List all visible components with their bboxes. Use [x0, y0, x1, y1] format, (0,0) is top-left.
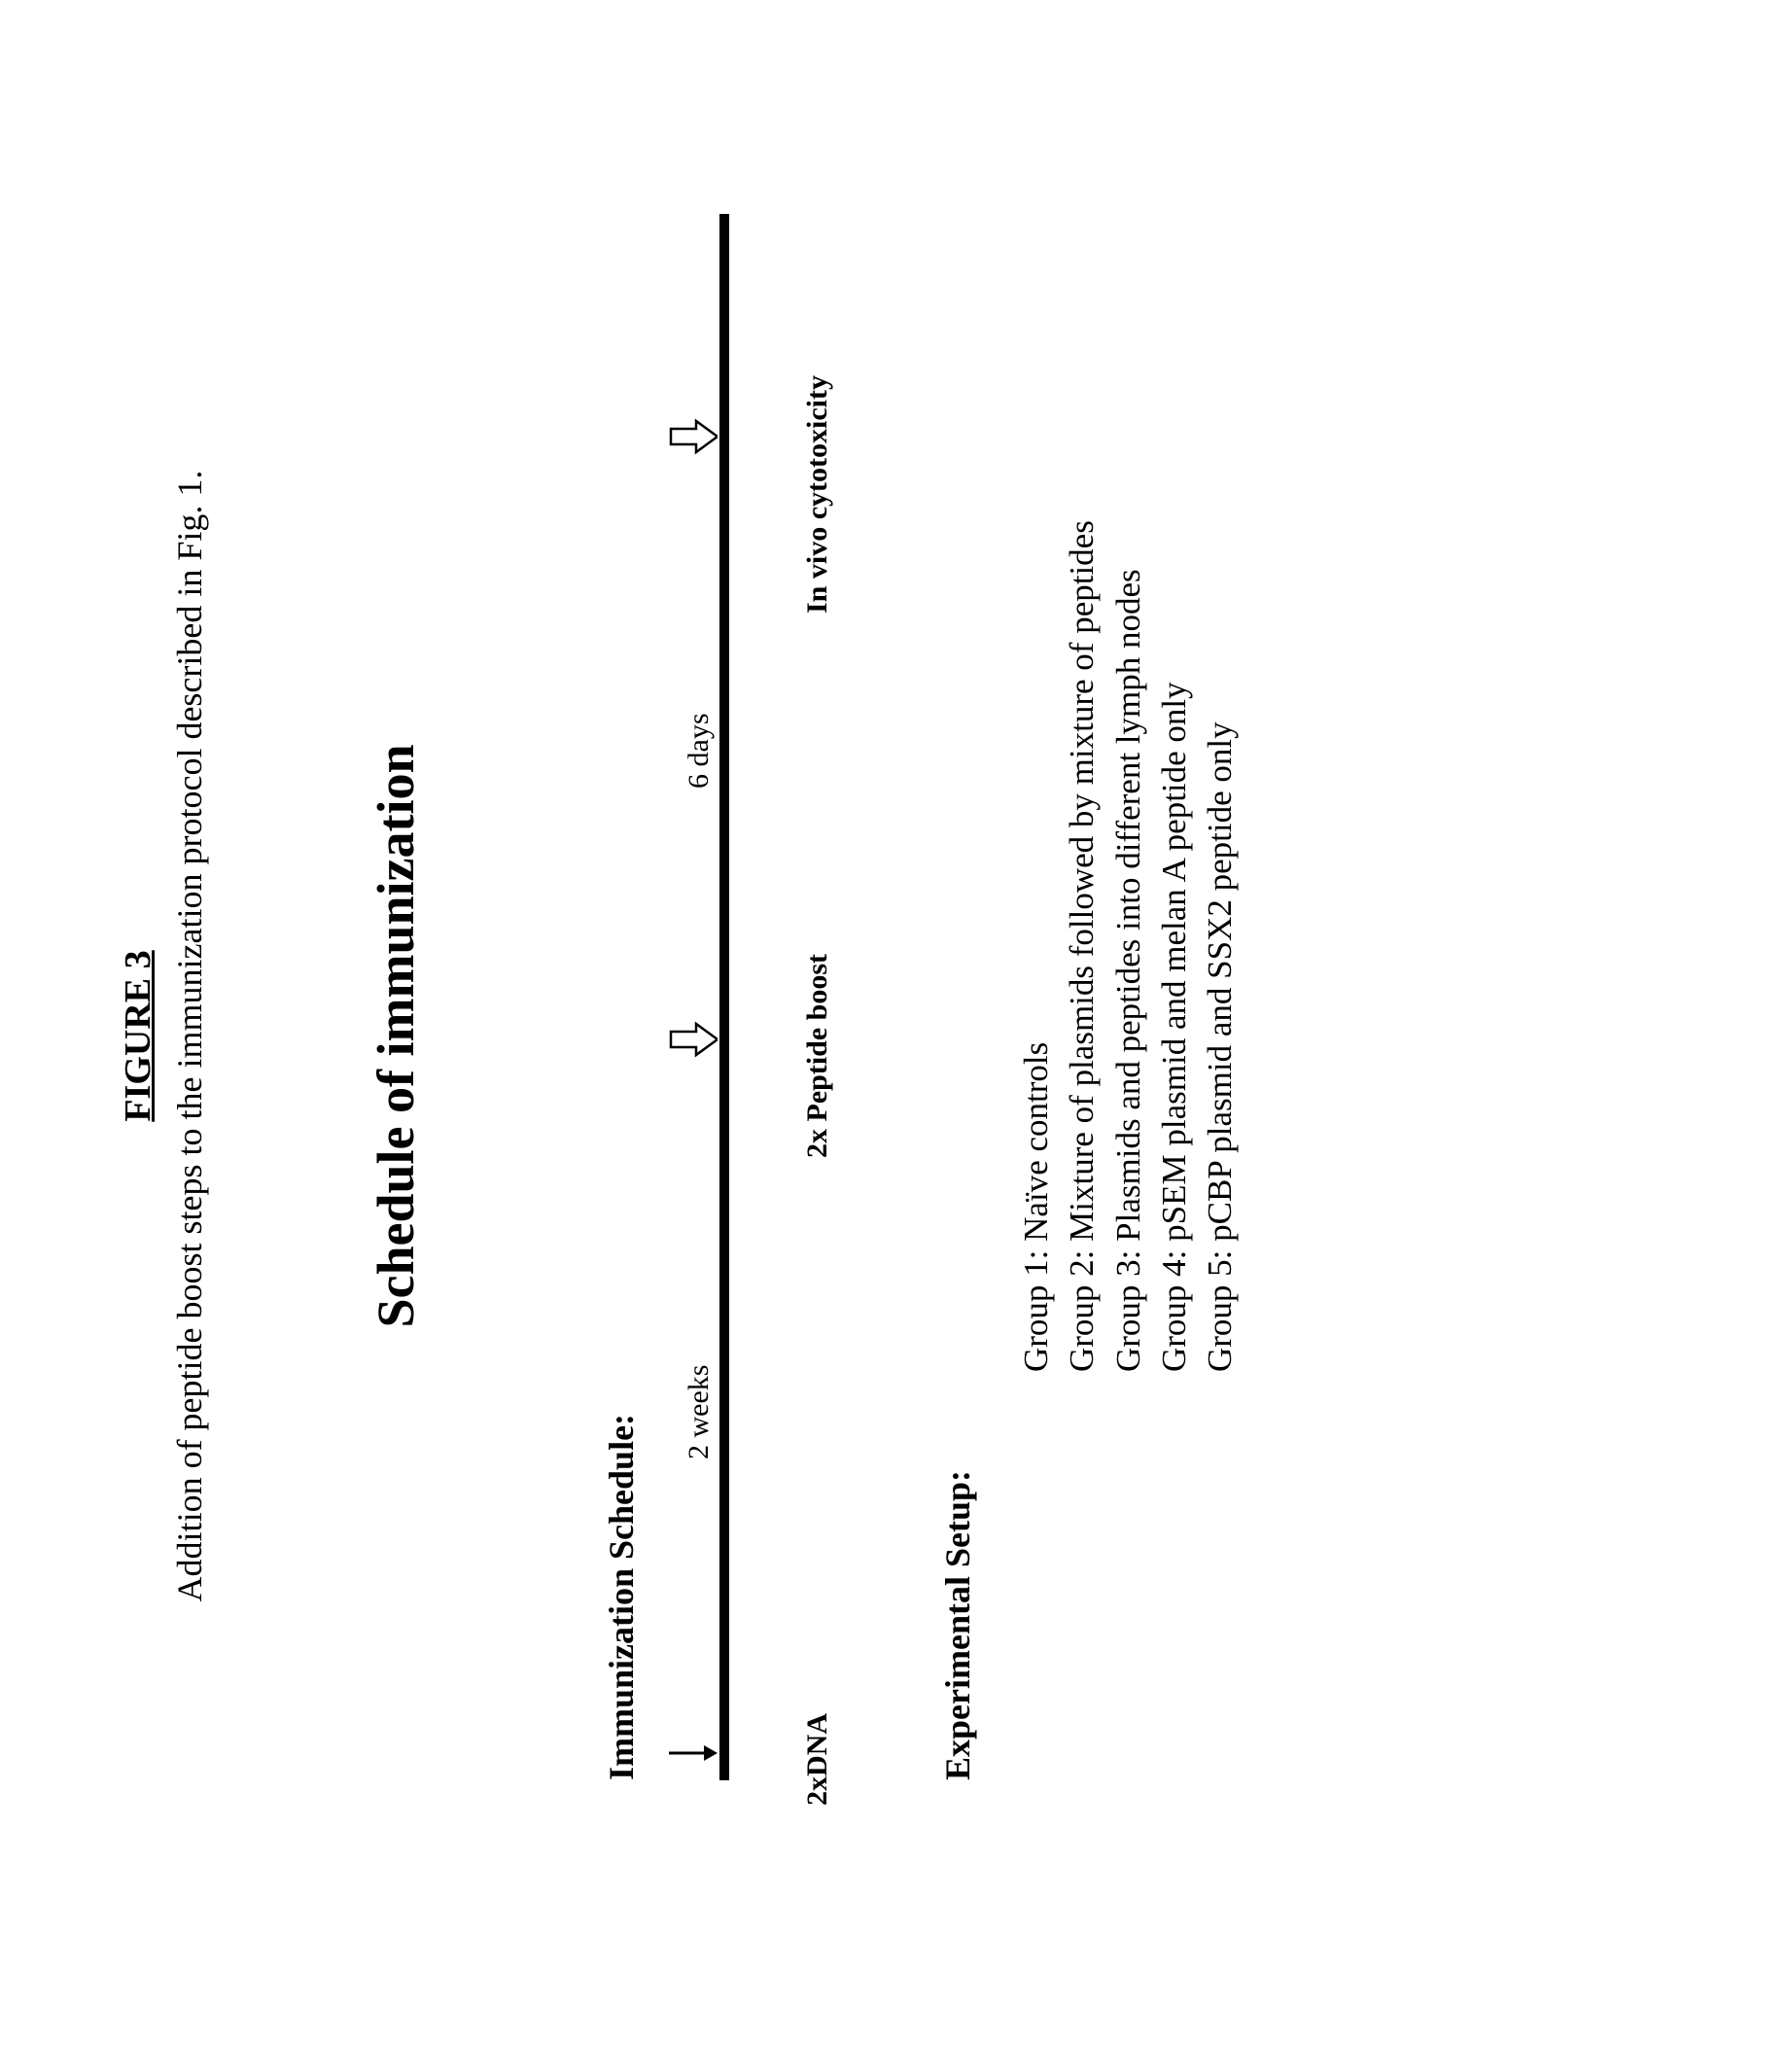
experimental-groups-list: Group 1: Naïve controls Group 2: Mixture… — [1013, 214, 1243, 1372]
rotated-page-container: FIGURE 3 Addition of peptide boost steps… — [0, 0, 1787, 2072]
group-line: Group 2: Mixture of plasmids followed by… — [1059, 214, 1104, 1372]
timeline-label-dna: 2xDNA — [801, 1713, 834, 1806]
timeline: 2 weeks 6 days — [665, 214, 782, 1780]
content-block: Immunization Schedule: 2 weeks 6 days — [601, 214, 1243, 1780]
group-line: Group 5: pCBP plasmid and SSX2 peptide o… — [1197, 214, 1243, 1372]
timeline-arrow-peptide-boost — [669, 1018, 722, 1061]
schedule-header: Immunization Schedule: — [601, 214, 642, 1780]
group-line: Group 4: pSEM plasmid and melan A peptid… — [1151, 214, 1197, 1372]
figure-label: FIGURE 3 — [117, 156, 159, 1916]
interval-label-2: 6 days — [683, 714, 716, 790]
timeline-labels-row: 2xDNA 2x Peptide boost In vivo cytotoxic… — [801, 214, 850, 1780]
timeline-label-cytotox: In vivo cytotoxicity — [801, 375, 834, 614]
main-title: Schedule of immunization — [366, 156, 426, 1916]
timeline-arrow-cytotoxicity — [669, 415, 722, 458]
group-line: Group 1: Naïve controls — [1013, 214, 1059, 1372]
group-line: Group 3: Plasmids and peptides into diff… — [1105, 214, 1151, 1372]
setup-header: Experimental Setup: — [937, 214, 978, 1780]
timeline-arrow-dna — [669, 1741, 722, 1765]
timeline-label-peptide: 2x Peptide boost — [801, 954, 834, 1158]
figure-caption: Addition of peptide boost steps to the i… — [169, 156, 210, 1916]
interval-label-1: 2 weeks — [683, 1365, 716, 1459]
